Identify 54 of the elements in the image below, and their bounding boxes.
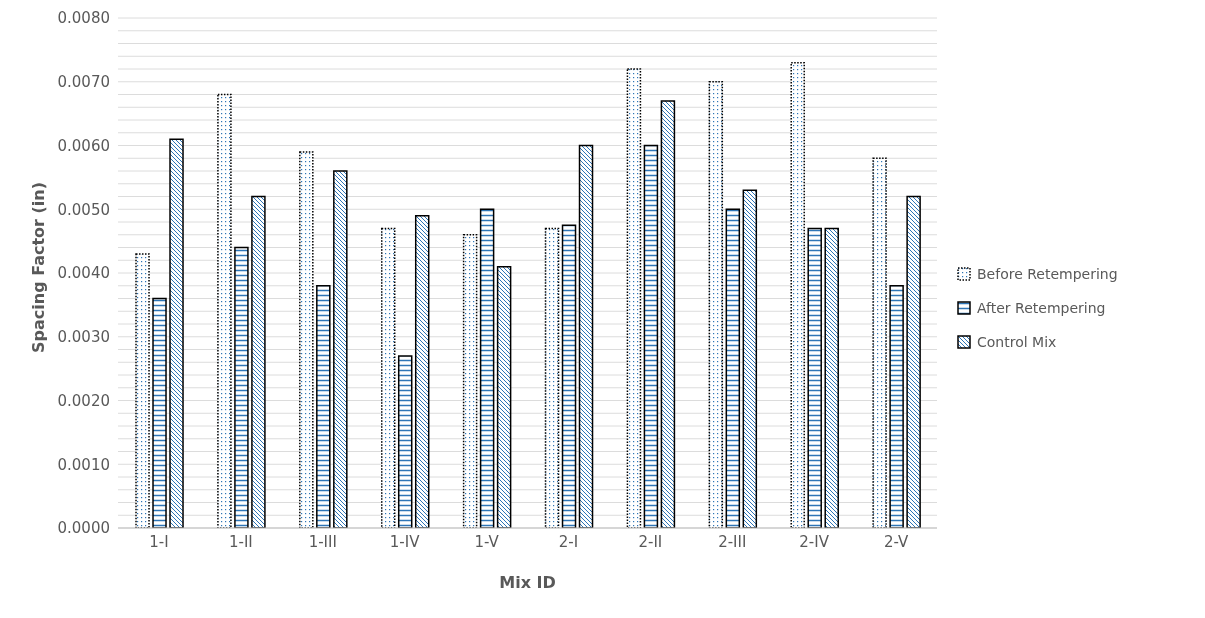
y-tick-label: 0.0030	[57, 328, 110, 347]
bar	[152, 297, 167, 528]
bar	[414, 214, 430, 528]
bar	[872, 157, 887, 528]
y-tick-label: 0.0070	[57, 73, 110, 92]
x-tick-label: 2-I	[558, 532, 579, 551]
y-tick-label: 0.0010	[57, 455, 110, 474]
x-tick-label: 1-I	[149, 532, 169, 551]
y-tick-label: 0.0060	[57, 136, 110, 155]
bar	[462, 234, 478, 528]
y-tick-label: 0.0080	[57, 9, 110, 28]
bar	[561, 224, 577, 528]
bar	[169, 138, 184, 528]
y-tick-label: 0.0000	[57, 519, 110, 538]
x-tick-label: 2-V	[883, 532, 909, 551]
bar	[643, 144, 659, 528]
bar	[578, 144, 594, 528]
bar	[479, 208, 495, 528]
legend-label: Before Retempering	[977, 266, 1118, 282]
bar	[333, 170, 348, 528]
bar	[299, 151, 314, 528]
bar	[790, 61, 805, 528]
bar	[316, 285, 331, 528]
bar	[234, 246, 249, 528]
bar	[380, 227, 396, 528]
x-tick-label: 2-IV	[799, 532, 830, 551]
bar	[889, 285, 904, 528]
bar	[251, 195, 266, 528]
bar	[708, 81, 724, 528]
bar	[824, 227, 839, 528]
x-tick-label: 2-II	[638, 532, 663, 551]
bar	[807, 227, 822, 528]
bar	[496, 265, 512, 528]
y-tick-label: 0.0020	[57, 391, 110, 410]
bar	[397, 355, 413, 528]
x-tick-label: 1-II	[228, 532, 253, 551]
bar	[742, 189, 758, 528]
x-tick-label: 1-IV	[389, 532, 421, 551]
x-tick-label: 1-V	[474, 532, 500, 551]
bar	[135, 253, 150, 528]
legend-label: Control Mix	[977, 334, 1057, 350]
x-tick-label: 1-III	[308, 532, 337, 551]
legend-label: After Retempering	[977, 300, 1106, 316]
y-tick-label: 0.0050	[57, 200, 110, 219]
y-axis-title: Spacing Factor (in)	[28, 181, 48, 353]
bar	[660, 100, 676, 528]
bar	[725, 208, 741, 528]
x-tick-label: 2-III	[718, 532, 747, 551]
bar	[626, 68, 642, 528]
bar	[544, 227, 560, 528]
bar	[217, 93, 232, 528]
y-tick-label: 0.0040	[57, 264, 110, 283]
bar	[906, 195, 921, 528]
x-axis-title: Mix ID	[499, 573, 556, 592]
